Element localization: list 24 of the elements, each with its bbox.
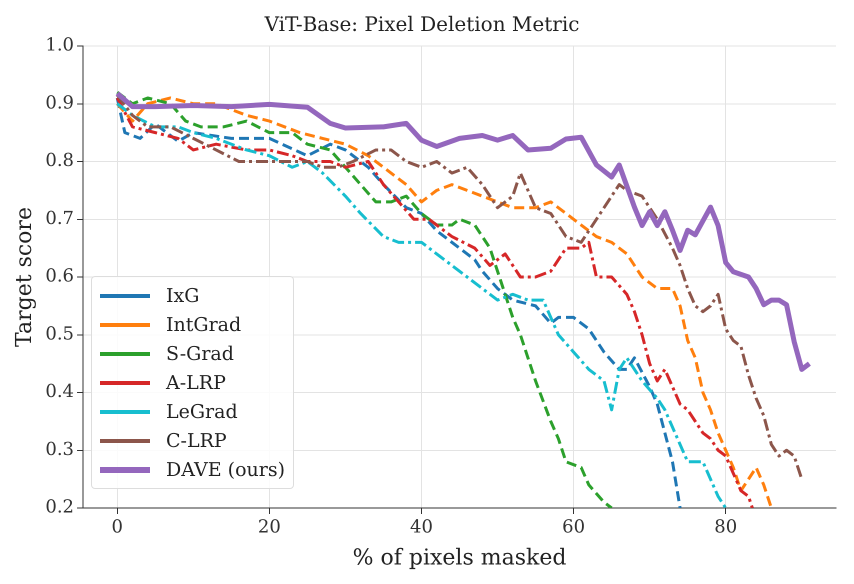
y-tick-label: 0.4 bbox=[45, 381, 74, 402]
y-tick-label: 0.9 bbox=[45, 92, 74, 114]
y-tick-label: 0.3 bbox=[45, 438, 74, 460]
legend-label: S-Grad bbox=[166, 342, 234, 364]
x-tick-label: 0 bbox=[112, 516, 123, 538]
y-axis-title: Target score bbox=[12, 207, 37, 347]
legend-label: LeGrad bbox=[166, 400, 238, 422]
y-tick-label: 0.6 bbox=[45, 266, 74, 287]
chart-title: ViT-Base: Pixel Deletion Metric bbox=[264, 12, 580, 36]
x-tick-label: 60 bbox=[562, 516, 586, 538]
x-axis-title: % of pixels masked bbox=[352, 546, 566, 571]
legend-label: IntGrad bbox=[166, 314, 242, 336]
legend-label: DAVE (ours) bbox=[166, 458, 285, 480]
x-tick-label: 80 bbox=[714, 516, 738, 538]
legend-label: C-LRP bbox=[166, 430, 227, 452]
y-tick-label: 0.8 bbox=[45, 150, 74, 172]
x-tick-label: 20 bbox=[258, 516, 281, 538]
legend-label: A-LRP bbox=[166, 372, 226, 394]
y-tick-label: 0.2 bbox=[45, 496, 74, 518]
legend-label: IxG bbox=[166, 284, 200, 306]
y-tick-label: 0.7 bbox=[45, 208, 74, 229]
y-tick-label: 0.5 bbox=[45, 323, 74, 344]
y-tick-label: 1.0 bbox=[45, 34, 74, 56]
x-tick-label: 40 bbox=[410, 516, 433, 538]
